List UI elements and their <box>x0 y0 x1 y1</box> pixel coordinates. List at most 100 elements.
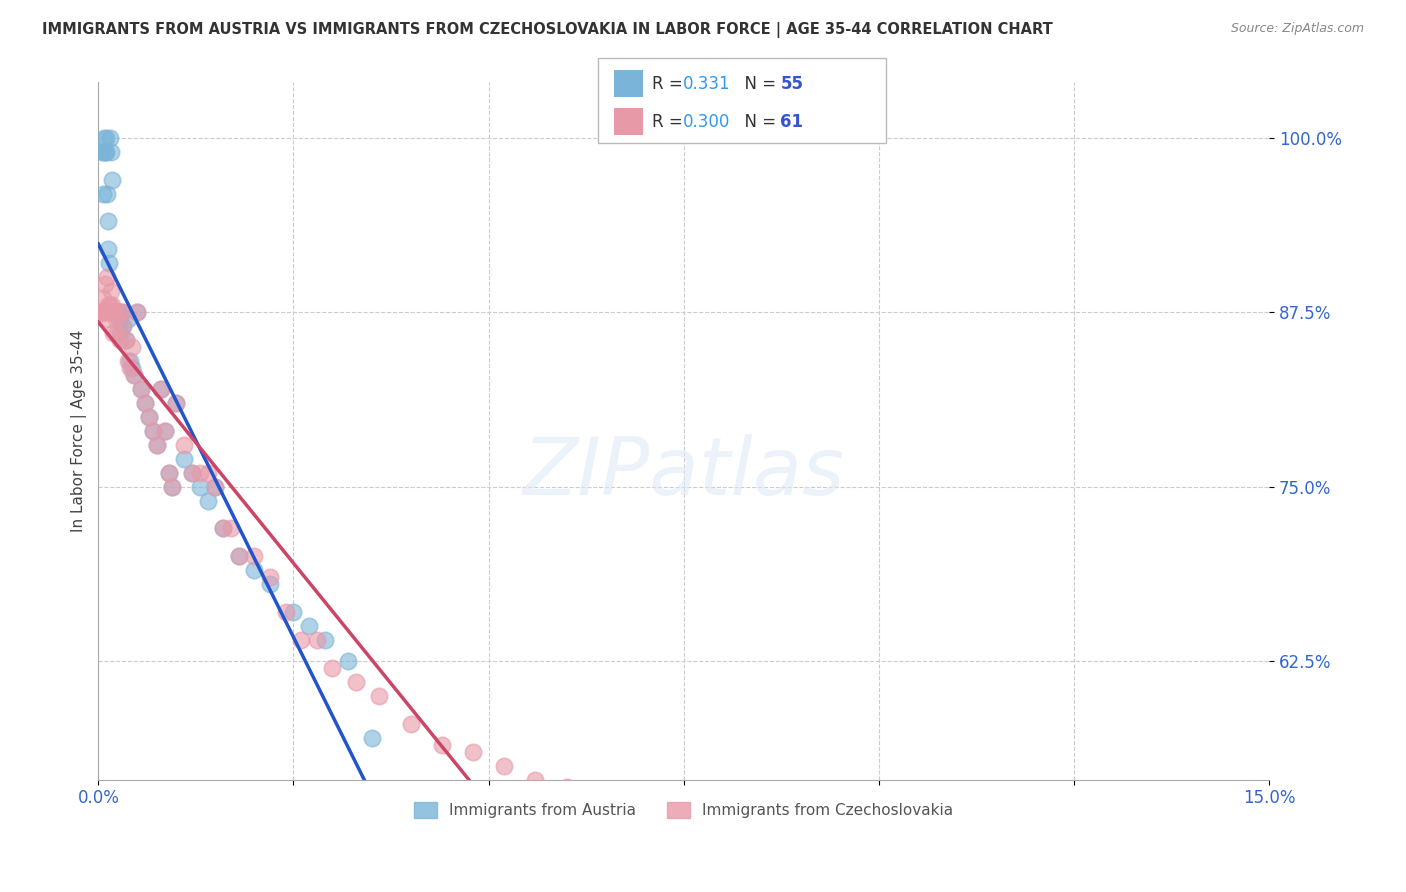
Point <box>117 354 139 368</box>
Point <box>228 549 250 564</box>
Point <box>162 479 184 493</box>
Point <box>93 305 115 319</box>
Point <box>111 305 134 319</box>
Point <box>555 780 578 794</box>
Point <box>107 305 129 319</box>
Text: Source: ZipAtlas.com: Source: ZipAtlas.com <box>1230 22 1364 36</box>
Point <box>165 396 187 410</box>
Point <box>100 145 122 159</box>
Y-axis label: In Labor Force | Age 35-44: In Labor Force | Age 35-44 <box>72 329 87 532</box>
Point <box>101 305 124 319</box>
Point <box>96 186 118 201</box>
Point <box>149 382 172 396</box>
Point <box>212 521 235 535</box>
Point <box>94 305 117 319</box>
Point <box>321 661 343 675</box>
Point <box>121 361 143 376</box>
Point <box>103 305 125 319</box>
Point <box>162 479 184 493</box>
Point <box>524 772 547 787</box>
Point <box>138 409 160 424</box>
Point <box>228 549 250 564</box>
Point <box>399 716 422 731</box>
Point <box>112 319 135 334</box>
Point <box>93 277 115 292</box>
Point <box>243 549 266 564</box>
Point <box>181 466 204 480</box>
Point <box>98 298 121 312</box>
Point <box>290 633 312 648</box>
Point <box>188 466 211 480</box>
Point <box>91 145 114 159</box>
Point <box>204 479 226 493</box>
Point <box>91 186 114 201</box>
Point <box>90 305 112 319</box>
Point <box>93 130 115 145</box>
Point <box>94 145 117 159</box>
Point <box>105 305 128 319</box>
Point <box>108 326 131 340</box>
Point <box>97 298 120 312</box>
Point <box>142 424 165 438</box>
Point <box>117 312 139 326</box>
Point <box>129 382 152 396</box>
Point <box>108 333 131 347</box>
Text: N =: N = <box>734 75 782 93</box>
Point <box>101 298 124 312</box>
Point <box>91 291 114 305</box>
Point <box>104 312 127 326</box>
Point <box>134 396 156 410</box>
Point <box>314 633 336 648</box>
Point <box>146 438 169 452</box>
Point <box>100 172 122 186</box>
Point <box>96 270 118 285</box>
Point <box>96 145 118 159</box>
Point <box>243 563 266 577</box>
Point <box>212 521 235 535</box>
Point <box>129 382 152 396</box>
Point <box>93 145 115 159</box>
Text: 61: 61 <box>780 112 803 130</box>
Point <box>96 305 118 319</box>
Point <box>337 654 360 668</box>
Point <box>204 479 226 493</box>
Point <box>122 368 145 382</box>
Point <box>127 305 149 319</box>
Text: 0.331: 0.331 <box>683 75 731 93</box>
Point <box>127 305 149 319</box>
Point <box>283 605 305 619</box>
Point <box>368 689 391 703</box>
Point <box>98 305 121 319</box>
Point <box>103 305 125 319</box>
Point <box>101 326 124 340</box>
Point <box>118 354 141 368</box>
Point <box>360 731 382 745</box>
Point <box>219 521 242 535</box>
Point <box>344 674 367 689</box>
Point <box>108 312 131 326</box>
Point <box>121 340 143 354</box>
Point <box>98 256 121 270</box>
Point <box>146 438 169 452</box>
Point <box>91 305 114 319</box>
Point <box>461 745 484 759</box>
Text: R =: R = <box>652 112 689 130</box>
Point <box>97 214 120 228</box>
Point <box>112 319 135 334</box>
Point <box>118 361 141 376</box>
Point <box>430 738 453 752</box>
Point <box>153 424 176 438</box>
Point <box>305 633 328 648</box>
Point <box>111 305 134 319</box>
Point <box>142 424 165 438</box>
Point <box>298 619 321 633</box>
Point <box>100 305 122 319</box>
Point <box>165 396 187 410</box>
Point <box>114 333 136 347</box>
Point <box>134 396 156 410</box>
Point <box>188 479 211 493</box>
Point <box>114 333 136 347</box>
Point <box>197 466 219 480</box>
Point <box>98 130 121 145</box>
Text: N =: N = <box>734 112 782 130</box>
